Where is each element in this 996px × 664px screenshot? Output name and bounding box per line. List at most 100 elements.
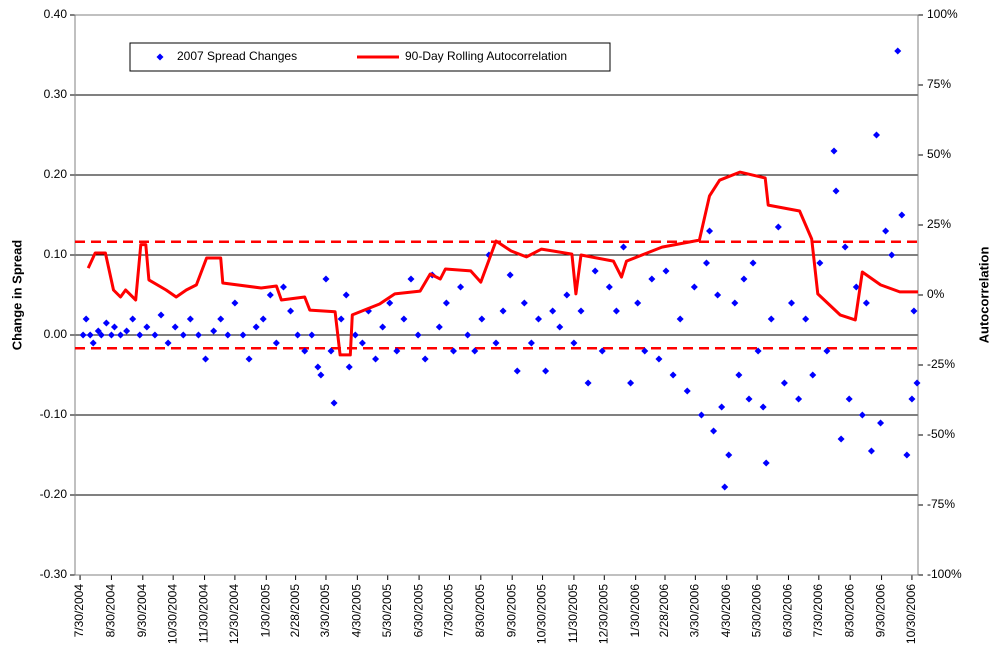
data-point xyxy=(913,379,921,387)
x-tick-label: 12/30/2005 xyxy=(596,584,610,644)
data-point xyxy=(372,355,380,363)
x-tick-label: 4/30/2005 xyxy=(350,584,364,638)
data-point xyxy=(898,211,906,219)
data-point xyxy=(823,347,831,355)
x-tick-label: 9/30/2004 xyxy=(135,584,149,638)
y2-tick-label: -75% xyxy=(927,497,955,511)
y2-tick-label: 100% xyxy=(927,7,958,21)
y2-tick-label: 0% xyxy=(927,287,945,301)
data-point xyxy=(129,315,137,323)
y-tick-label: 0.30 xyxy=(44,87,68,101)
data-point xyxy=(279,283,287,291)
data-point xyxy=(706,227,714,235)
data-point xyxy=(164,339,172,347)
data-point xyxy=(721,483,729,491)
data-point xyxy=(82,315,90,323)
x-tick-label: 8/30/2005 xyxy=(473,584,487,638)
y-axis-title: Change in Spread xyxy=(9,240,24,351)
data-point xyxy=(179,331,187,339)
data-point xyxy=(449,347,457,355)
data-point xyxy=(830,147,838,155)
data-point xyxy=(94,327,102,335)
y2-tick-label: 25% xyxy=(927,217,951,231)
x-tick-label: 7/30/2006 xyxy=(811,584,825,638)
data-point xyxy=(740,275,748,283)
x-tick-label: 12/30/2004 xyxy=(227,584,241,644)
data-point xyxy=(308,331,316,339)
data-point xyxy=(549,307,557,315)
y-tick-label: 0.10 xyxy=(44,247,68,261)
data-point xyxy=(690,283,698,291)
data-point xyxy=(852,283,860,291)
data-point xyxy=(534,315,542,323)
data-point xyxy=(676,315,684,323)
x-tick-label: 1/30/2005 xyxy=(258,584,272,638)
data-point xyxy=(351,331,359,339)
x-tick-label: 11/30/2004 xyxy=(197,584,211,643)
data-point xyxy=(330,399,338,407)
y2-tick-label: 75% xyxy=(927,77,951,91)
data-point xyxy=(314,363,322,371)
data-point xyxy=(802,315,810,323)
data-point xyxy=(136,331,144,339)
data-point xyxy=(239,331,247,339)
data-point xyxy=(556,323,564,331)
data-point xyxy=(725,451,733,459)
data-point xyxy=(710,427,718,435)
data-point xyxy=(478,315,486,323)
x-tick-label: 7/30/2005 xyxy=(442,584,456,638)
y2-tick-label: -25% xyxy=(927,357,955,371)
y-tick-label: -0.30 xyxy=(40,567,68,581)
data-point xyxy=(123,327,131,335)
data-point xyxy=(882,227,890,235)
data-point xyxy=(407,275,415,283)
data-point xyxy=(655,355,663,363)
x-tick-label: 2/28/2005 xyxy=(288,584,302,638)
data-point xyxy=(780,379,788,387)
x-tick-label: 10/30/2004 xyxy=(165,584,179,644)
data-point xyxy=(648,275,656,283)
x-tick-label: 9/30/2006 xyxy=(874,584,888,638)
x-tick-label: 8/30/2006 xyxy=(842,584,856,638)
data-point xyxy=(327,347,335,355)
y2-tick-label: 50% xyxy=(927,147,951,161)
data-point xyxy=(787,299,795,307)
data-point xyxy=(379,323,387,331)
x-tick-label: 5/30/2006 xyxy=(749,584,763,638)
data-point xyxy=(718,403,726,411)
data-point xyxy=(584,379,592,387)
data-point xyxy=(669,371,677,379)
data-point xyxy=(832,187,840,195)
data-point xyxy=(570,339,578,347)
data-point xyxy=(683,387,691,395)
data-point xyxy=(358,339,366,347)
data-point xyxy=(527,339,535,347)
data-point xyxy=(903,451,911,459)
data-point xyxy=(435,323,443,331)
data-point xyxy=(577,307,585,315)
data-point xyxy=(520,299,528,307)
data-point xyxy=(910,307,918,315)
y-tick-label: 0.40 xyxy=(44,7,68,21)
x-tick-label: 7/30/2004 xyxy=(72,584,86,638)
y2-axis-title: Autocorrelation xyxy=(976,247,991,344)
x-tick-label: 10/30/2006 xyxy=(904,584,918,644)
data-point xyxy=(421,355,429,363)
data-point xyxy=(107,331,115,339)
x-tick-label: 5/30/2005 xyxy=(380,584,394,638)
data-point xyxy=(605,283,613,291)
data-point xyxy=(563,291,571,299)
data-point xyxy=(386,299,394,307)
data-point xyxy=(591,267,599,275)
data-point xyxy=(217,315,225,323)
data-point xyxy=(877,419,885,427)
data-point xyxy=(245,355,253,363)
x-tick-label: 11/30/2005 xyxy=(566,584,580,643)
data-point xyxy=(837,435,845,443)
data-point xyxy=(697,411,705,419)
data-point xyxy=(171,323,179,331)
data-point xyxy=(888,251,896,259)
y2-tick-label: -50% xyxy=(927,427,955,441)
data-point xyxy=(79,331,87,339)
